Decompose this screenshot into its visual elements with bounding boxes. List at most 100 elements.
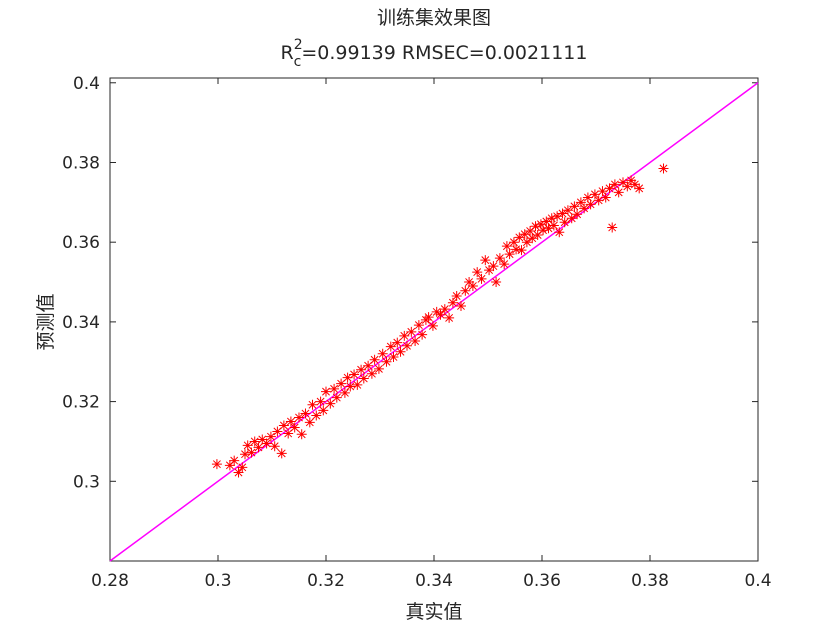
- data-point: [634, 183, 645, 194]
- data-point: [427, 320, 438, 331]
- data-point: [467, 281, 478, 292]
- data-point: [423, 312, 434, 323]
- data-point: [548, 220, 559, 231]
- data-point: [530, 221, 541, 232]
- x-tick-label: 0.4: [744, 571, 771, 591]
- data-point: [285, 416, 296, 427]
- chart-subtitle: R2 c=0.99139 RMSEC=0.0021111: [281, 37, 588, 70]
- data-point: [318, 405, 329, 416]
- data-point: [410, 336, 421, 347]
- data-point: [242, 440, 253, 451]
- data-point: [307, 399, 318, 410]
- data-point: [321, 386, 331, 397]
- data-point: [253, 442, 264, 453]
- data-point: [369, 354, 380, 365]
- data-point: [546, 213, 557, 224]
- data-point: [538, 225, 549, 236]
- data-point: [535, 219, 546, 230]
- x-tick-label: 0.3: [204, 571, 231, 591]
- data-point: [604, 183, 615, 194]
- data-point: [519, 229, 530, 240]
- subtitle-base: R: [281, 42, 294, 64]
- data-point: [300, 408, 311, 419]
- data-point: [304, 417, 315, 428]
- data-point: [381, 356, 392, 367]
- data-point: [488, 261, 499, 272]
- x-axis-label: 真实值: [405, 601, 462, 623]
- data-point: [585, 199, 596, 210]
- data-point: [269, 441, 280, 452]
- data-point: [377, 348, 388, 359]
- data-point: [311, 410, 322, 421]
- data-point: [358, 373, 369, 384]
- data-point: [511, 244, 522, 255]
- data-point: [600, 192, 611, 203]
- data-point: [265, 431, 276, 442]
- subtitle-sup: 2: [294, 37, 303, 53]
- data-point: [575, 197, 586, 208]
- data-point: [618, 177, 628, 188]
- data-point: [439, 304, 450, 315]
- data-point: [345, 381, 356, 392]
- data-point: [272, 426, 283, 437]
- data-point: [559, 217, 570, 228]
- data-point: [373, 363, 384, 374]
- data-point: [579, 203, 590, 214]
- data-point: [491, 277, 502, 288]
- data-point: [246, 447, 257, 458]
- data-point: [349, 369, 360, 380]
- data-point: [315, 396, 326, 407]
- y-tick-label: 0.34: [62, 313, 100, 333]
- data-point: [472, 267, 483, 278]
- chart-title: 训练集效果图: [377, 7, 491, 29]
- data-point: [532, 230, 543, 241]
- data-point: [257, 434, 268, 445]
- data-point: [417, 329, 428, 340]
- data-point: [541, 216, 552, 227]
- data-point: [460, 285, 471, 296]
- y-tick-label: 0.3: [73, 472, 100, 492]
- data-point: [385, 341, 396, 352]
- data-point: [363, 360, 374, 371]
- data-point: [224, 460, 235, 471]
- data-point: [395, 346, 406, 357]
- data-point: [566, 213, 577, 224]
- y-tick-label: 0.32: [62, 393, 100, 413]
- data-point: [451, 290, 462, 301]
- y-tick-label: 0.4: [73, 74, 100, 94]
- data-point: [504, 249, 515, 260]
- data-point: [413, 320, 424, 331]
- data-point: [476, 273, 487, 284]
- data-point: [283, 428, 294, 439]
- y-tick-label: 0.36: [62, 233, 100, 253]
- reference-line: [109, 82, 759, 562]
- data-point: [249, 436, 260, 447]
- data-point: [366, 368, 377, 379]
- data-point: [406, 326, 417, 337]
- data-point: [501, 241, 512, 252]
- data-point: [296, 429, 307, 440]
- data-point: [593, 195, 604, 206]
- data-point: [597, 186, 608, 197]
- data-point: [521, 237, 532, 248]
- x-tick-label: 0.34: [415, 571, 453, 591]
- data-point: [240, 449, 250, 460]
- data-point: [329, 383, 340, 394]
- data-point: [514, 232, 525, 243]
- data-point: [552, 211, 563, 222]
- x-tick-label: 0.32: [307, 571, 345, 591]
- data-point: [388, 351, 399, 362]
- data-point: [589, 189, 600, 200]
- subtitle-rest: =0.99139 RMSEC=0.0021111: [301, 42, 587, 64]
- data-point: [516, 245, 527, 256]
- data-point: [543, 223, 554, 234]
- data-point: [562, 205, 573, 216]
- data-point: [339, 387, 350, 398]
- y-tick-label: 0.38: [62, 153, 100, 173]
- data-point: [499, 259, 510, 270]
- data-point: [494, 253, 505, 264]
- data-point: [237, 462, 248, 473]
- data-point: [607, 222, 618, 233]
- data-point: [356, 364, 367, 375]
